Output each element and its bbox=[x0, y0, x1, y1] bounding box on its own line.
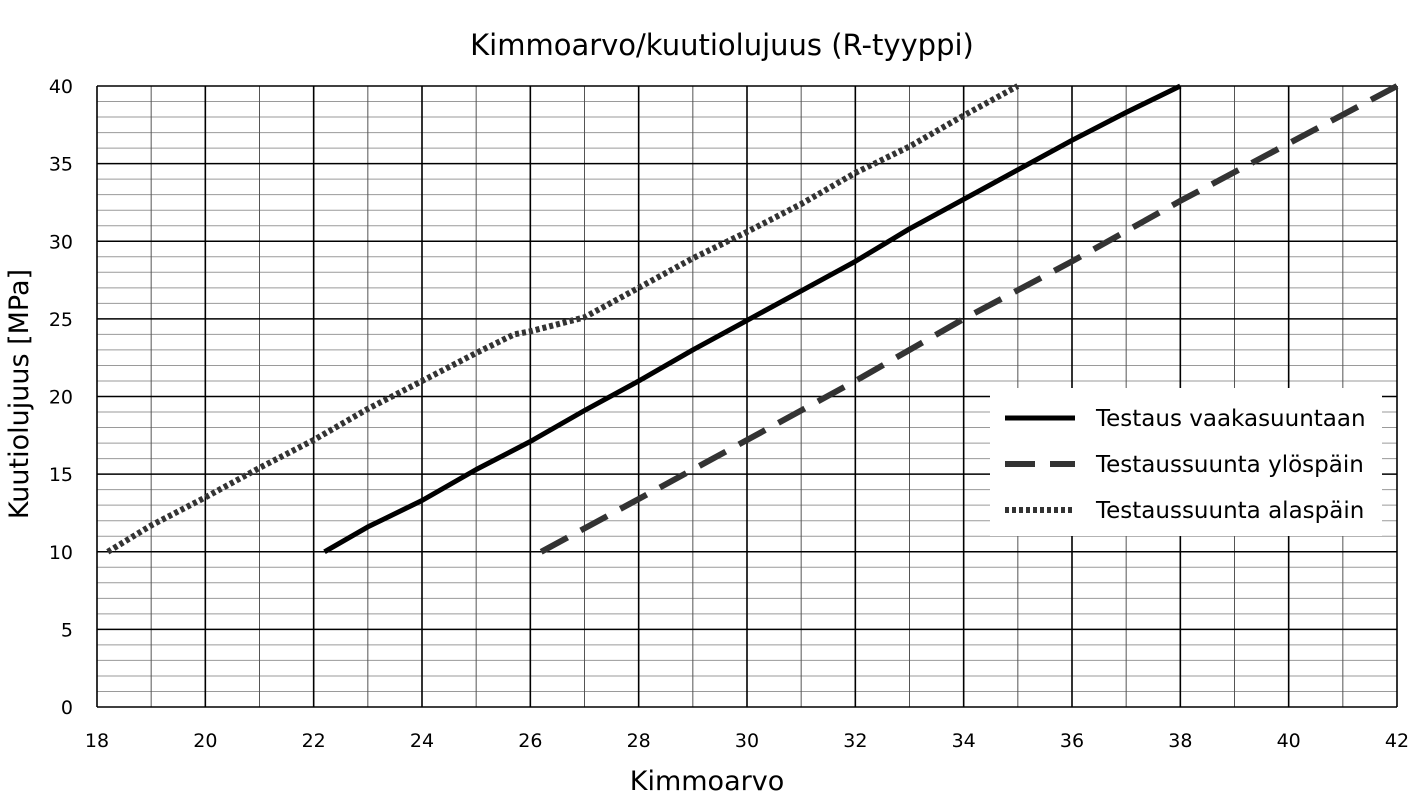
x-tick-labels: 18 20 22 24 26 28 30 32 34 36 38 40 42 bbox=[85, 730, 1409, 752]
legend-label-1: Testaus vaakasuuntaan bbox=[1095, 406, 1366, 432]
series-line-3 bbox=[106, 83, 1020, 555]
x-tick-label: 26 bbox=[518, 730, 542, 752]
y-tick-label: 30 bbox=[49, 231, 73, 253]
x-tick-label: 40 bbox=[1277, 730, 1301, 752]
y-tick-label: 15 bbox=[49, 464, 73, 486]
series-line-2 bbox=[539, 83, 1399, 555]
y-tick-label: 20 bbox=[49, 387, 73, 409]
y-tick-label: 5 bbox=[61, 619, 73, 641]
y-tick-label: 25 bbox=[49, 309, 73, 331]
legend-label-2: Testaussuunta ylöspäin bbox=[1095, 452, 1364, 478]
x-tick-label: 22 bbox=[302, 730, 326, 752]
y-axis-label: Kuutiolujuus [MPa] bbox=[4, 269, 35, 519]
chart-title: Kimmoarvo/kuutiolujuus (R-tyyppi) bbox=[470, 28, 974, 62]
x-axis-label: Kimmoarvo bbox=[630, 766, 784, 797]
y-tick-label: 35 bbox=[49, 154, 73, 176]
series-line-1 bbox=[323, 83, 1182, 554]
x-tick-label: 34 bbox=[952, 730, 976, 752]
y-tick-label: 0 bbox=[61, 697, 73, 719]
y-tick-labels: 0 5 10 15 20 25 30 35 40 bbox=[49, 76, 73, 719]
legend-label-3: Testaussuunta alaspäin bbox=[1095, 498, 1364, 524]
x-tick-label: 24 bbox=[410, 730, 434, 752]
x-tick-label: 20 bbox=[193, 730, 217, 752]
legend: Testaus vaakasuuntaan Testaussuunta ylösp… bbox=[990, 388, 1382, 536]
series-layer bbox=[106, 83, 1399, 555]
y-tick-label: 40 bbox=[49, 76, 73, 98]
x-tick-label: 32 bbox=[843, 730, 867, 752]
x-tick-label: 36 bbox=[1060, 730, 1084, 752]
x-tick-label: 38 bbox=[1168, 730, 1192, 752]
x-tick-label: 18 bbox=[85, 730, 109, 752]
x-tick-label: 28 bbox=[627, 730, 651, 752]
x-tick-label: 42 bbox=[1385, 730, 1409, 752]
x-tick-label: 30 bbox=[735, 730, 759, 752]
y-tick-label: 10 bbox=[49, 542, 73, 564]
